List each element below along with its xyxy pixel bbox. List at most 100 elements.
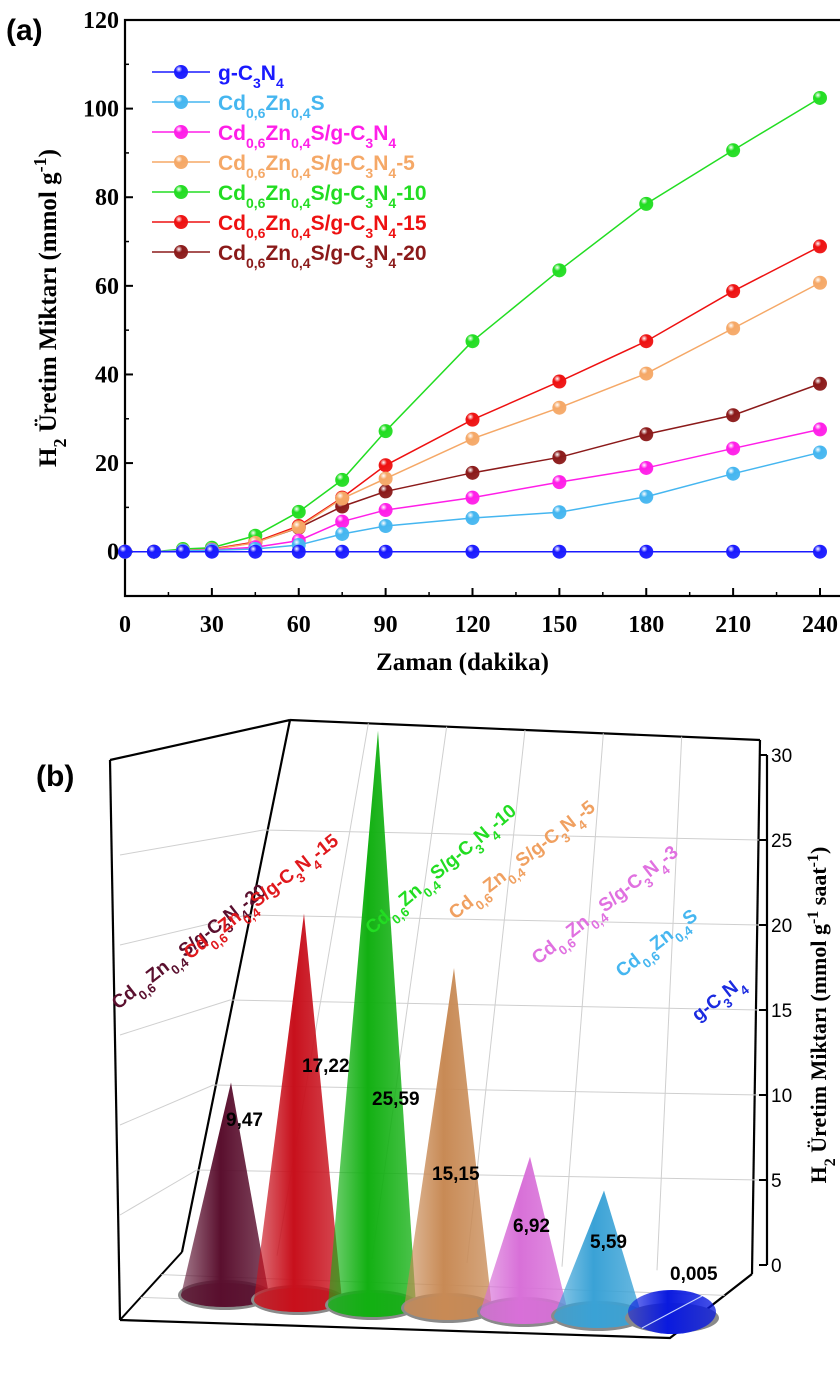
y-tick-label: 20 — [95, 451, 119, 477]
cone-4 — [477, 1156, 571, 1327]
legend-label: Cd0,6Zn0,4S/g-C3N4-20 — [218, 242, 427, 271]
cone-highlight — [641, 1295, 703, 1329]
box-edge — [119, 1251, 183, 1321]
data-point — [552, 505, 567, 520]
gridline — [229, 999, 761, 1011]
data-point — [291, 520, 306, 535]
data-point — [465, 544, 480, 559]
data-point — [813, 422, 827, 437]
y-tick-label: 10 — [771, 1086, 792, 1107]
legend-item: Cd0,6Zn0,4S — [152, 92, 325, 121]
cone-body — [254, 913, 342, 1312]
panel-a-y-axis-title: H2 Üretim Miktarı (mmol g-1) — [30, 149, 70, 467]
data-point — [552, 475, 567, 490]
value-label: 0,005 — [670, 1264, 718, 1285]
category-label: Cd0,6Zn0,4S/g-C3N4-5 — [445, 797, 603, 929]
panel-b-cones — [178, 730, 719, 1334]
category-label: Cd0,6Zn0,4S — [612, 905, 705, 986]
value-label: 25,59 — [372, 1089, 420, 1110]
legend-label: Cd0,6Zn0,4S — [218, 92, 325, 121]
data-point — [465, 490, 480, 505]
value-label: 6,92 — [513, 1216, 550, 1237]
x-tick-label: 90 — [374, 612, 398, 638]
cone-body — [328, 730, 416, 1317]
legend-item: Cd0,6Zn0,4S/g-C3N4 — [152, 122, 396, 151]
cone-2 — [325, 730, 419, 1320]
data-point — [813, 376, 827, 391]
data-point — [813, 275, 827, 290]
y-tick-label: 60 — [95, 274, 119, 300]
data-point — [118, 544, 132, 559]
x-tick-label: 120 — [455, 612, 491, 638]
legend-label: Cd0,6Zn0,4S/g-C3N4 — [218, 122, 396, 151]
series-line — [125, 428, 821, 553]
gridline — [561, 733, 604, 1267]
data-point — [552, 263, 567, 278]
cone-base — [404, 1296, 492, 1320]
box-edge — [180, 719, 292, 1253]
gridline — [119, 1169, 197, 1216]
y-tick-label: 0 — [107, 540, 119, 566]
panel-a-axis-ticks: 0 30 60 90 120 150 180 210 240 0 20 40 60 80 100 120 — [83, 8, 838, 638]
cone-0 — [178, 1082, 272, 1310]
x-tick-label: 150 — [541, 612, 577, 638]
legend-label: Cd0,6Zn0,4S/g-C3N4-5 — [218, 152, 415, 181]
panel-a-legend: g-C3N4Cd0,6Zn0,4SCd0,6Zn0,4S/g-C3N4Cd0,6… — [152, 62, 427, 271]
series-line — [125, 245, 821, 553]
gridline — [263, 829, 761, 841]
data-point — [552, 374, 567, 389]
box-edge — [108, 759, 122, 1321]
gridline — [119, 1084, 214, 1126]
data-point — [813, 544, 827, 559]
data-point — [639, 460, 654, 475]
y-tick-label: 0 — [771, 1256, 782, 1277]
cone-6 — [625, 1290, 719, 1334]
y-tick-label: 15 — [771, 1001, 792, 1022]
data-point — [465, 511, 480, 526]
panel-b-3d-box — [108, 718, 762, 1340]
cone-5 — [551, 1190, 645, 1331]
data-point — [552, 544, 567, 559]
x-tick-label: 0 — [119, 612, 131, 638]
panel-a-label: (a) — [6, 14, 43, 47]
y-tick-label: 30 — [771, 746, 792, 767]
data-point — [291, 504, 306, 519]
legend-label: Cd0,6Zn0,4S/g-C3N4-10 — [218, 182, 427, 211]
data-point — [726, 408, 741, 423]
value-label: 17,22 — [302, 1056, 350, 1077]
cone-base — [480, 1300, 568, 1324]
data-point — [465, 431, 480, 446]
legend-marker — [174, 95, 188, 109]
data-point — [639, 366, 654, 381]
data-point — [726, 284, 741, 299]
data-point — [813, 445, 827, 460]
series-6 — [118, 376, 827, 559]
cone-body — [480, 1156, 568, 1324]
data-point — [335, 544, 350, 559]
legend-item: Cd0,6Zn0,4S/g-C3N4-10 — [152, 182, 427, 211]
gridline — [119, 829, 264, 856]
panel-a-line-chart: (a) 0 30 60 90 120 150 180 210 240 0 20 40 60 80 100 12… — [6, 8, 840, 676]
panel-b-label: (b) — [36, 760, 74, 793]
data-point — [726, 441, 741, 456]
y-tick-label: 80 — [95, 185, 119, 211]
data-point — [726, 321, 741, 336]
gridline — [246, 914, 761, 926]
data-point — [726, 544, 741, 559]
legend-label: Cd0,6Zn0,4S/g-C3N4-15 — [218, 212, 427, 241]
y-tick-label: 5 — [771, 1171, 782, 1192]
data-point — [465, 465, 480, 480]
value-label: 5,59 — [590, 1232, 627, 1253]
series-0 — [118, 544, 827, 559]
legend-marker — [174, 215, 188, 229]
legend-marker — [174, 245, 188, 259]
data-point — [378, 503, 393, 518]
y-tick-label: 100 — [83, 97, 119, 123]
data-point — [726, 466, 741, 481]
panel-b-3d-cone-chart: (b) 0 5 10 15 20 25 30 9,47 Cd0,6Zn0,4S/g-C3N4-… — [36, 718, 839, 1340]
data-point — [552, 450, 567, 465]
cone-body — [404, 968, 492, 1320]
data-point — [639, 196, 654, 211]
value-label: 9,47 — [226, 1110, 263, 1131]
